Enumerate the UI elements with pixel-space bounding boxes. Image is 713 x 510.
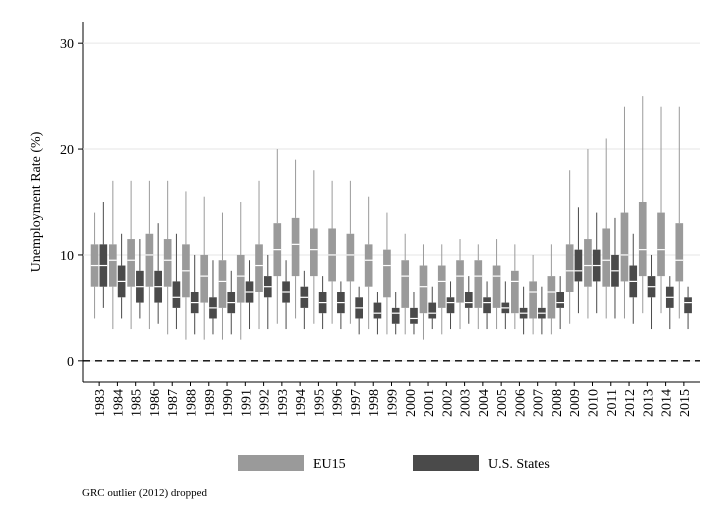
x-tick-label: 2002: [440, 389, 455, 417]
box: [236, 254, 245, 303]
box: [483, 297, 491, 314]
box: [529, 281, 537, 319]
box: [218, 260, 227, 308]
y-axis-label: Unemployment Rate (%): [29, 131, 44, 272]
x-tick-label: 1999: [386, 389, 401, 417]
box: [410, 307, 418, 324]
box: [464, 292, 473, 308]
x-tick-label: 1998: [367, 389, 382, 417]
box: [172, 281, 181, 308]
box: [556, 292, 564, 308]
box: [474, 260, 483, 308]
y-tick-label: 10: [60, 249, 74, 264]
box: [163, 239, 172, 287]
box: [401, 260, 410, 308]
box: [255, 244, 263, 292]
box: [547, 276, 556, 319]
box: [584, 239, 592, 287]
x-tick-label: 1996: [331, 389, 346, 417]
x-tick-label: 1994: [294, 389, 309, 417]
box: [291, 217, 300, 277]
box: [364, 244, 373, 287]
box: [602, 228, 611, 287]
x-tick-label: 1983: [93, 389, 108, 417]
box: [456, 260, 464, 303]
box: [310, 228, 318, 277]
box: [437, 265, 446, 308]
x-tick-label: 2006: [513, 389, 528, 417]
x-tick-label: 1991: [239, 389, 254, 417]
box: [446, 297, 455, 314]
x-tick-label: 1984: [111, 389, 126, 417]
y-tick-label: 30: [60, 37, 74, 52]
x-tick-label: 1990: [221, 389, 236, 417]
box: [675, 223, 684, 282]
box: [145, 233, 154, 287]
box: [428, 302, 437, 319]
box: [200, 254, 209, 303]
x-tick-label: 1992: [258, 389, 273, 417]
box: [657, 212, 665, 277]
x-tick-label: 2013: [641, 389, 656, 417]
x-tick-label: 2001: [422, 389, 437, 417]
box: [346, 233, 355, 282]
x-tick-label: 2005: [495, 389, 510, 417]
box: [492, 265, 501, 308]
box: [620, 212, 629, 282]
y-tick-label: 0: [67, 355, 74, 370]
box: [109, 244, 117, 287]
x-tick-label: 1997: [349, 389, 364, 417]
x-tick-label: 2010: [587, 389, 602, 417]
x-tick-label: 2015: [678, 389, 693, 417]
box: [373, 302, 382, 319]
x-tick-label: 2007: [532, 389, 547, 417]
y-tick-label: 20: [60, 143, 74, 158]
x-tick-label: 1989: [203, 389, 218, 417]
x-tick-label: 2014: [660, 389, 675, 417]
x-tick-label: 2012: [623, 389, 638, 417]
box: [684, 297, 692, 314]
x-tick-label: 1987: [166, 389, 181, 417]
x-tick-label: 1988: [185, 389, 200, 417]
legend-swatch: [238, 455, 304, 471]
box: [127, 239, 135, 287]
box: [565, 244, 574, 292]
x-tick-label: 1985: [130, 389, 145, 417]
note: GRC outlier (2012) dropped: [82, 487, 207, 499]
x-tick-label: 1993: [276, 389, 291, 417]
x-tick-label: 2000: [404, 389, 419, 417]
box: [419, 265, 428, 314]
x-tick-label: 2008: [550, 389, 565, 417]
box: [511, 270, 519, 314]
legend-swatch: [413, 455, 479, 471]
box: [574, 249, 583, 282]
x-tick-label: 2004: [477, 389, 492, 417]
box: [383, 249, 391, 298]
x-tick-label: 2009: [568, 389, 583, 417]
x-tick-label: 1995: [312, 389, 327, 417]
legend-label: EU15: [313, 457, 346, 472]
x-tick-label: 1986: [148, 389, 163, 417]
legend-label: U.S. States: [488, 457, 550, 472]
x-tick-label: 2003: [459, 389, 474, 417]
box: [391, 307, 400, 324]
box: [638, 202, 647, 277]
x-tick-label: 2011: [605, 389, 620, 416]
